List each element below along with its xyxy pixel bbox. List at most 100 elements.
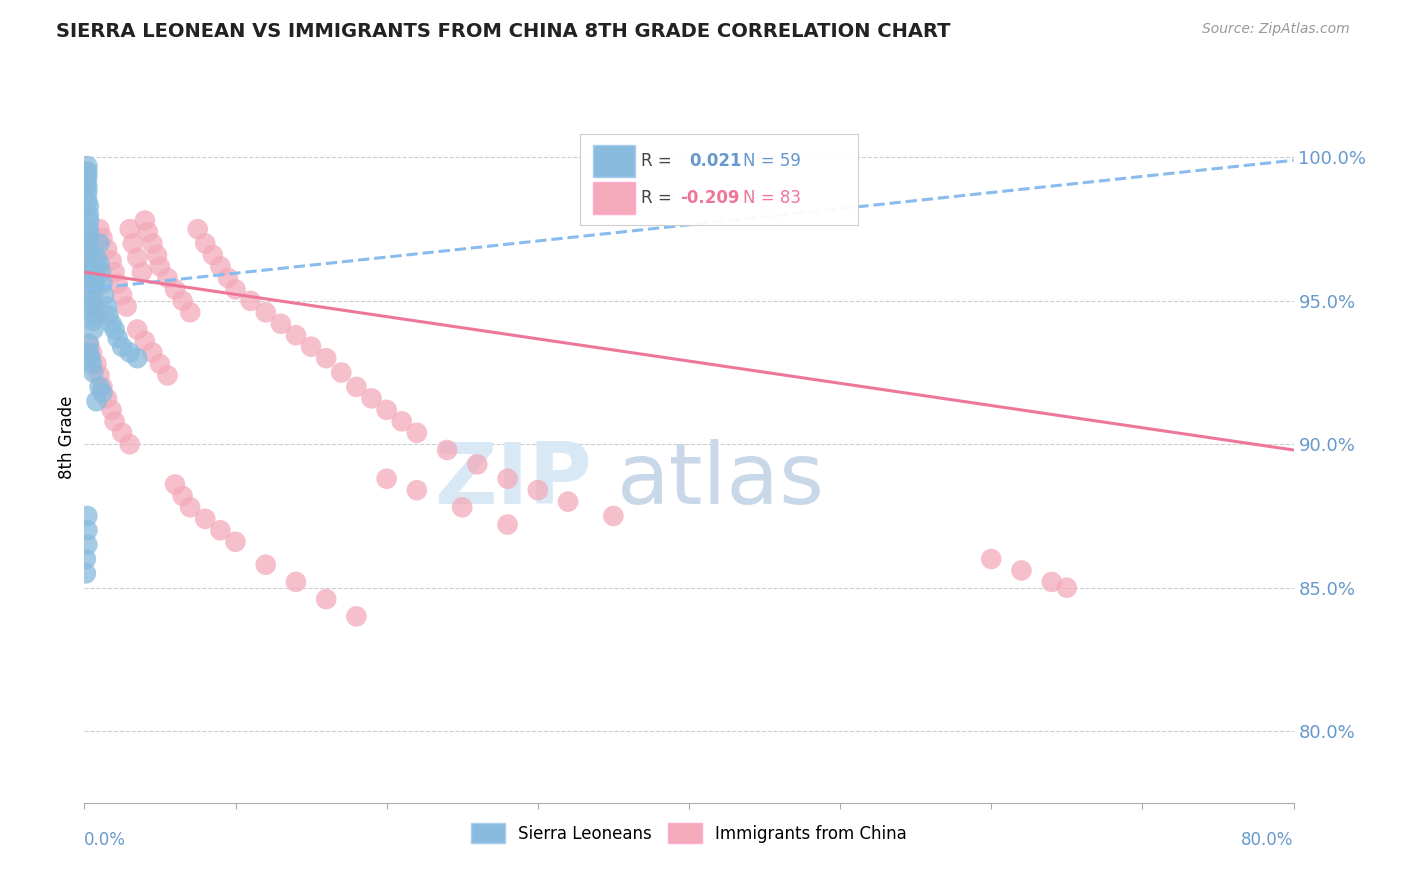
Point [104, 414, 127, 428]
Text: Source: ZipAtlas.com: Source: ZipAtlas.com [1202, 22, 1350, 37]
Point [76, 524, 98, 538]
Point [91, 231, 114, 245]
Point [179, 500, 201, 515]
Point [77, 236, 100, 251]
Point [79, 271, 101, 285]
Point [602, 508, 624, 523]
Point [84, 265, 107, 279]
Point [127, 322, 149, 336]
Point [187, 222, 209, 236]
Point [254, 558, 277, 572]
Point [360, 392, 382, 406]
Point [84, 279, 107, 293]
Text: ZIP: ZIP [434, 440, 592, 523]
Point [90, 265, 112, 279]
Point [79, 351, 101, 366]
Point [121, 236, 143, 251]
Point [209, 524, 232, 538]
Point [77, 336, 100, 351]
Point [111, 425, 134, 440]
Point [82, 314, 104, 328]
Point [79, 260, 101, 274]
Point [89, 222, 111, 236]
Point [156, 368, 179, 383]
Point [285, 328, 308, 343]
FancyBboxPatch shape [593, 182, 634, 214]
Point [91, 380, 114, 394]
Point [217, 271, 239, 285]
Point [86, 357, 108, 371]
Point [76, 538, 98, 552]
Point [75, 165, 97, 179]
Point [89, 380, 111, 394]
Text: atlas: atlas [616, 440, 824, 523]
Point [107, 331, 129, 345]
Text: N = 59: N = 59 [744, 153, 801, 170]
Point [89, 236, 111, 251]
Point [980, 552, 1002, 566]
Point [134, 334, 156, 348]
Point [225, 534, 247, 549]
Point [91, 385, 114, 400]
Point [76, 508, 98, 523]
Point [104, 322, 127, 336]
Point [77, 256, 100, 270]
Point [86, 271, 108, 285]
Point [77, 227, 100, 242]
Point [115, 300, 138, 314]
Point [91, 277, 114, 291]
Point [100, 402, 122, 417]
Point [527, 483, 550, 497]
Point [86, 308, 108, 322]
Point [77, 208, 100, 222]
Point [118, 345, 141, 359]
Point [194, 236, 217, 251]
Point [406, 483, 429, 497]
Point [104, 265, 127, 279]
Point [315, 351, 337, 366]
Text: R =: R = [641, 153, 682, 170]
Point [84, 300, 107, 314]
Point [82, 322, 104, 336]
Point [100, 253, 122, 268]
Point [149, 260, 172, 274]
Point [82, 288, 104, 302]
Point [131, 265, 153, 279]
Point [330, 366, 353, 380]
Text: SIERRA LEONEAN VS IMMIGRANTS FROM CHINA 8TH GRADE CORRELATION CHART: SIERRA LEONEAN VS IMMIGRANTS FROM CHINA … [56, 22, 950, 41]
Point [127, 351, 149, 366]
Y-axis label: 8th Grade: 8th Grade [58, 395, 76, 479]
Point [80, 277, 103, 291]
Point [165, 282, 187, 296]
Point [86, 394, 108, 409]
Point [80, 293, 103, 308]
Point [254, 305, 277, 319]
Point [76, 159, 98, 173]
Text: 80.0%: 80.0% [1241, 831, 1294, 849]
Point [118, 222, 141, 236]
Point [76, 245, 98, 260]
Point [89, 368, 111, 383]
Point [76, 194, 98, 208]
Point [82, 308, 104, 322]
Point [451, 500, 474, 515]
Text: R =: R = [641, 189, 676, 207]
Point [172, 293, 194, 308]
Point [149, 357, 172, 371]
Point [77, 345, 100, 359]
Point [134, 213, 156, 227]
Point [270, 317, 292, 331]
Point [100, 317, 122, 331]
Point [1056, 581, 1078, 595]
Point [346, 380, 368, 394]
Point [75, 236, 97, 251]
Point [127, 251, 149, 265]
Point [496, 472, 519, 486]
Point [346, 609, 368, 624]
Point [1011, 564, 1033, 578]
Point [77, 336, 100, 351]
Point [225, 282, 247, 296]
Point [375, 472, 398, 486]
Point [80, 277, 103, 291]
Point [77, 199, 100, 213]
